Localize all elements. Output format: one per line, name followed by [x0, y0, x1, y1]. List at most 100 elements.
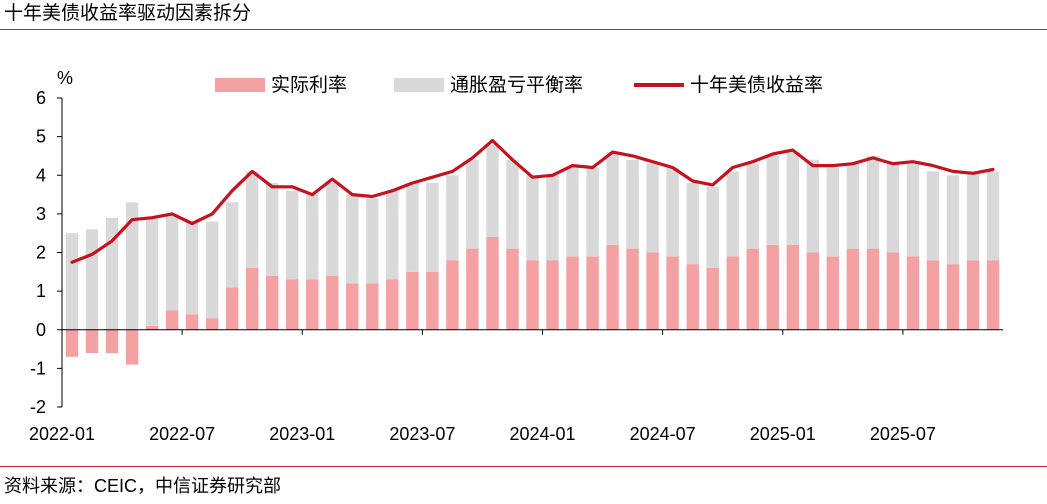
- x-tick-label: 2023-01: [269, 424, 335, 444]
- chart: -2 -1 0 1 2 3 4 5 6% 2022-01 2022-07 2023-01 2023-07…: [29, 68, 1003, 444]
- bar-breakeven: [866, 155, 880, 249]
- legend-label-breakeven: 通胀盈亏平衡率: [450, 74, 583, 96]
- bar-breakeven: [486, 144, 499, 238]
- bar-real-rate: [506, 248, 519, 330]
- bar-real-rate: [926, 260, 940, 330]
- bar-real-rate: [846, 248, 859, 330]
- bar-real-rate: [626, 248, 639, 330]
- x-tick-label: 2024-07: [630, 424, 696, 444]
- bar-real-rate: [646, 252, 659, 330]
- y-tick-label: -1: [30, 358, 46, 378]
- bar-real-rate: [406, 271, 419, 330]
- bar-breakeven: [546, 175, 559, 261]
- y-tick-label: -2: [30, 397, 46, 417]
- bar-real-rate: [326, 275, 339, 330]
- bar-real-rate: [105, 329, 119, 353]
- bar-breakeven: [386, 190, 399, 280]
- bar-real-rate: [706, 267, 719, 330]
- bar-real-rate: [866, 248, 880, 330]
- bar-breakeven: [786, 152, 799, 245]
- bar-breakeven: [686, 183, 699, 265]
- bar-real-rate: [886, 252, 900, 330]
- bar-real-rate: [686, 264, 699, 330]
- bar-breakeven: [986, 171, 1000, 261]
- y-tick-label: 5: [36, 127, 46, 147]
- bar-real-rate: [526, 260, 539, 330]
- legend-label-yield: 十年美债收益率: [690, 74, 823, 96]
- bar-breakeven: [306, 194, 319, 280]
- bar-breakeven: [586, 167, 599, 257]
- bar-real-rate: [426, 271, 439, 330]
- bar-real-rate: [85, 329, 99, 353]
- source-rule: [0, 466, 1047, 467]
- bar-breakeven: [125, 202, 139, 330]
- bar-breakeven: [206, 221, 219, 319]
- bar-real-rate: [566, 256, 579, 330]
- bar-real-rate: [666, 256, 679, 330]
- bar-breakeven: [846, 163, 859, 249]
- bar-real-rate: [606, 244, 619, 330]
- bar-real-rate: [546, 260, 559, 330]
- bar-breakeven: [766, 155, 779, 245]
- y-tick-label: 2: [36, 243, 46, 263]
- y-tick-label: 1: [36, 281, 46, 301]
- bar-breakeven: [646, 163, 659, 253]
- bar-real-rate: [466, 248, 479, 330]
- bar-real-rate: [826, 256, 839, 330]
- y-tick-label: 4: [36, 165, 46, 185]
- bar-real-rate: [486, 237, 499, 330]
- legend-swatch-breakeven: [394, 78, 444, 92]
- bar-breakeven: [406, 183, 419, 272]
- y-tick-label: 3: [36, 204, 46, 224]
- bar-real-rate: [286, 279, 299, 330]
- bar-real-rate: [726, 256, 739, 330]
- legend-swatch-real-rate: [215, 78, 265, 92]
- bar-breakeven: [65, 233, 79, 330]
- x-tick-label: 2025-07: [870, 424, 936, 444]
- bar-real-rate: [746, 248, 759, 330]
- bar-breakeven: [946, 175, 960, 265]
- bar-breakeven: [826, 167, 839, 257]
- bar-real-rate: [986, 260, 1000, 330]
- bar-breakeven: [606, 152, 619, 245]
- bar-breakeven: [266, 183, 279, 276]
- bar-breakeven: [566, 167, 579, 257]
- bar-breakeven: [966, 171, 980, 261]
- bar-real-rate: [786, 244, 799, 330]
- bar-breakeven: [346, 194, 359, 284]
- bar-real-rate: [366, 283, 379, 330]
- bar-breakeven: [85, 229, 99, 330]
- bar-real-rate: [586, 256, 599, 330]
- bar-real-rate: [966, 260, 980, 330]
- bar-breakeven: [506, 159, 519, 249]
- bar-breakeven: [226, 202, 239, 288]
- bar-breakeven: [446, 175, 459, 261]
- bar-breakeven: [806, 159, 819, 253]
- bar-breakeven: [706, 186, 719, 268]
- legend-label-real-rate: 实际利率: [271, 74, 347, 96]
- bar-breakeven: [666, 167, 679, 257]
- bar-breakeven: [906, 163, 920, 257]
- bars-layer: [65, 144, 1000, 365]
- bar-real-rate: [266, 275, 279, 330]
- bar-breakeven: [366, 198, 379, 284]
- bar-real-rate: [226, 287, 239, 330]
- line-layer: [70, 138, 995, 264]
- bar-real-rate: [65, 329, 79, 357]
- bar-breakeven: [185, 221, 199, 315]
- bar-real-rate: [806, 252, 819, 330]
- bar-real-rate: [906, 256, 920, 330]
- axes: -2 -1 0 1 2 3 4 5 6% 2022-01 2022-07 2023-01 2023-07…: [29, 68, 1003, 444]
- x-tick-label: 2022-07: [149, 424, 215, 444]
- bar-breakeven: [105, 217, 119, 330]
- bar-breakeven: [286, 190, 299, 280]
- bar-breakeven: [526, 175, 539, 261]
- bar-breakeven: [426, 183, 439, 272]
- bar-real-rate: [145, 325, 159, 330]
- bar-breakeven: [466, 159, 479, 249]
- legend: 实际利率 通胀盈亏平衡率 十年美债收益率: [215, 74, 823, 96]
- x-tick-label: 2024-01: [509, 424, 575, 444]
- title-rule: [0, 29, 1047, 30]
- bar-breakeven: [746, 163, 759, 249]
- bar-breakeven: [926, 171, 940, 261]
